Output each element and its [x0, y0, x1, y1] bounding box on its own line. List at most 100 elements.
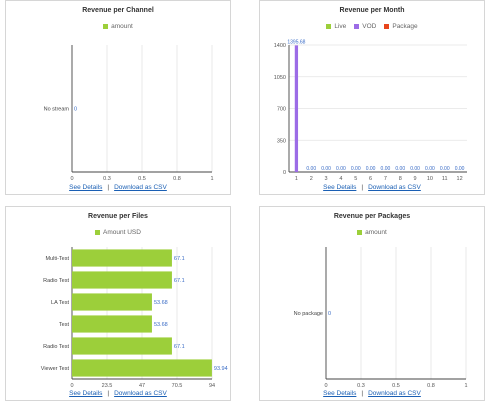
category-label: No package — [294, 311, 323, 317]
x-tick-label: 4 — [339, 176, 342, 182]
data-label: 0.00 — [336, 166, 346, 172]
x-tick-label: 0.5 — [138, 176, 146, 182]
x-tick-label: 1 — [464, 383, 467, 389]
legend-item[interactable]: amount — [357, 229, 387, 236]
revenue-per-packages-panel: Revenue per Packages amount 0 0.3 0.5 0.8 1 N… — [259, 206, 485, 401]
y-tick-label: 1050 — [274, 75, 286, 81]
chart-legend: amount — [6, 23, 230, 30]
data-label: 53.68 — [154, 322, 168, 328]
data-label: 0.00 — [321, 166, 331, 172]
y-tick-label: 350 — [277, 138, 286, 144]
x-tick-label: 8 — [399, 176, 402, 182]
x-tick-label: 0.3 — [357, 383, 365, 389]
panel-links: See Details | Download as CSV — [260, 390, 484, 397]
category-label: Radio Test — [43, 344, 69, 350]
data-label: 1395.68 — [287, 39, 305, 45]
download-csv-link[interactable]: Download as CSV — [368, 184, 421, 191]
x-tick-label: 0 — [324, 383, 327, 389]
category-label: No stream — [44, 107, 70, 113]
panel-links: See Details | Download as CSV — [6, 390, 230, 397]
category-label: Multi-Test — [45, 256, 69, 262]
data-label: 67.1 — [174, 256, 185, 262]
data-label: 0.00 — [440, 166, 450, 172]
download-csv-link[interactable]: Download as CSV — [114, 184, 167, 191]
x-tick-label: 1 — [210, 176, 213, 182]
y-tick-label: 1400 — [274, 43, 286, 49]
panel-title: Revenue per Files — [88, 213, 148, 220]
bar — [72, 359, 212, 377]
category-label: Viewer Test — [41, 366, 70, 372]
x-tick-label: 70.5 — [172, 383, 183, 389]
x-tick-label: 9 — [414, 176, 417, 182]
bar — [294, 45, 299, 172]
bar — [72, 337, 172, 355]
x-tick-label: 0 — [70, 383, 73, 389]
revenue-per-channel-panel: Revenue per Channel amount 0 0.3 0.5 0.8 1 No… — [5, 0, 231, 195]
data-label: 67.1 — [174, 344, 185, 350]
packages-chart: 0 0.3 0.5 0.8 1 No package 0 — [294, 247, 468, 389]
x-tick-label: 11 — [442, 176, 448, 182]
data-label: 0.00 — [395, 166, 405, 172]
legend-item[interactable]: Live — [326, 23, 346, 30]
data-label: 0.00 — [425, 166, 435, 172]
x-tick-label: 5 — [354, 176, 357, 182]
y-tick-label: 700 — [277, 107, 286, 113]
data-label: 0.00 — [351, 166, 361, 172]
data-label: 0.00 — [410, 166, 420, 172]
data-label: 0.00 — [366, 166, 376, 172]
legend-swatch — [103, 24, 109, 29]
x-tick-label: 94 — [209, 383, 215, 389]
see-details-link[interactable]: See Details — [69, 184, 103, 191]
legend-item[interactable]: amount — [103, 23, 133, 30]
month-chart: 0 350 700 1050 1400 1 1395.68 2 0.00 3 0.00 4 0.00 5 0… — [274, 39, 467, 182]
x-tick-label: 2 — [310, 176, 313, 182]
link-separator: | — [107, 184, 110, 191]
bar — [72, 249, 172, 267]
legend-swatch — [354, 24, 360, 29]
panel-title: Revenue per Channel — [82, 7, 154, 14]
legend-label: Live — [334, 23, 347, 30]
data-label: 0 — [74, 107, 77, 113]
x-tick-label: 0.8 — [427, 383, 435, 389]
bar — [72, 315, 152, 333]
legend-item[interactable]: VOD — [354, 23, 376, 30]
bar — [72, 293, 152, 311]
y-tick-label: 0 — [283, 170, 286, 176]
legend-label: amount — [365, 229, 387, 236]
see-details-link[interactable]: See Details — [323, 390, 357, 397]
data-label: 0 — [328, 311, 331, 317]
download-csv-link[interactable]: Download as CSV — [368, 390, 421, 397]
see-details-link[interactable]: See Details — [69, 390, 103, 397]
panel-title: Revenue per Packages — [333, 213, 411, 220]
data-label: 0.00 — [455, 166, 465, 172]
files-chart: 0 23.5 47 70.5 94 Multi-Test 67.1 Radio Test 67.… — [41, 247, 228, 389]
x-tick-label: 47 — [139, 383, 145, 389]
link-separator: | — [107, 390, 110, 397]
x-tick-label: 0.8 — [173, 176, 181, 182]
revenue-per-month-panel: Revenue per Month Live VOD Package 0 350 700… — [259, 0, 485, 195]
legend-item[interactable]: Package — [384, 23, 418, 30]
download-csv-link[interactable]: Download as CSV — [114, 390, 167, 397]
x-tick-label: 10 — [427, 176, 433, 182]
see-details-link[interactable]: See Details — [323, 184, 357, 191]
channel-chart: 0 0.3 0.5 0.8 1 No stream 0 — [44, 45, 214, 182]
x-tick-label: 0.5 — [392, 383, 400, 389]
category-label: LA Test — [51, 300, 69, 306]
legend-swatch — [326, 24, 332, 29]
x-tick-label: 0.3 — [103, 176, 111, 182]
category-label: Radio Test — [43, 278, 69, 284]
bar — [72, 271, 172, 289]
chart-legend: amount — [260, 229, 484, 236]
legend-swatch — [95, 230, 101, 235]
data-label: 93.94 — [214, 366, 228, 372]
legend-label: amount — [111, 23, 133, 30]
x-tick-label: 0 — [70, 176, 73, 182]
x-tick-label: 23.5 — [102, 383, 113, 389]
x-tick-label: 7 — [384, 176, 387, 182]
x-tick-label: 3 — [325, 176, 328, 182]
panel-links: See Details | Download as CSV — [260, 184, 484, 191]
legend-label: VOD — [362, 23, 377, 30]
legend-item[interactable]: Amount USD — [95, 229, 141, 236]
panel-links: See Details | Download as CSV — [6, 184, 230, 191]
legend-label: Amount USD — [103, 229, 141, 236]
